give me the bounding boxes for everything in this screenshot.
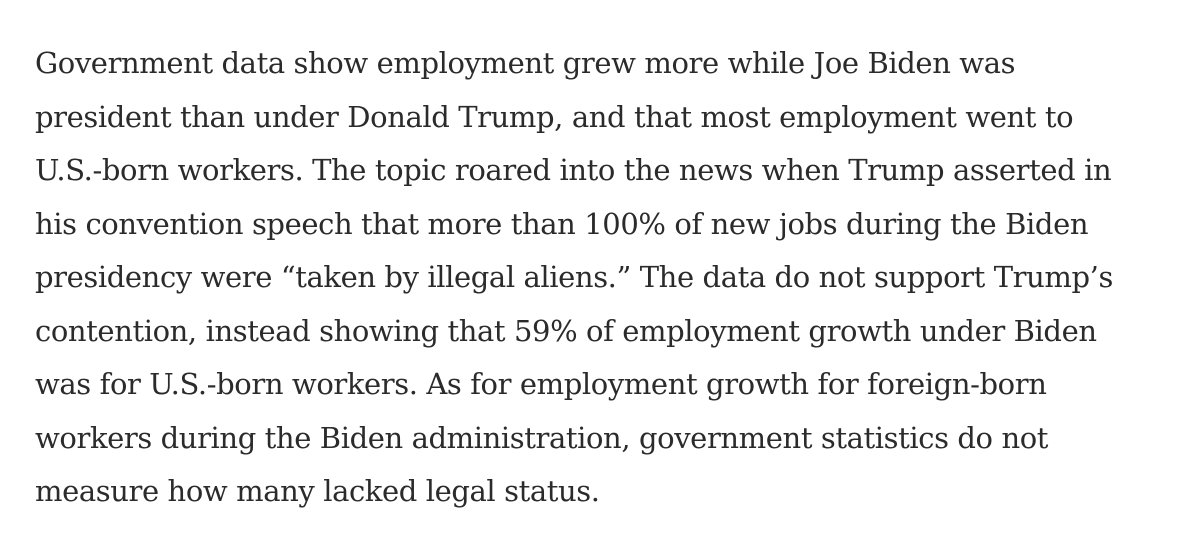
paragraph-line: president than under Donald Trump, and t… <box>35 99 1074 134</box>
paragraph-line: Government data show employment grew mor… <box>35 46 1016 80</box>
body-paragraph: Government data show employment grew mor… <box>35 37 1170 519</box>
paragraph-line: measure how many lacked legal status. <box>35 474 600 508</box>
paragraph-line: presidency were “taken by illegal aliens… <box>35 260 1113 294</box>
paragraph-line: his convention speech that more than 100… <box>35 206 1089 241</box>
paragraph-line: was for U.S.-born workers. As for employ… <box>35 367 1047 401</box>
paragraph-line: U.S.-born workers. The topic roared into… <box>35 153 1112 187</box>
article-body: Government data show employment grew mor… <box>35 37 1170 519</box>
paragraph-line: workers during the Biden administration,… <box>35 420 1049 455</box>
paragraph-line: contention, instead showing that 59% of … <box>35 313 1097 348</box>
